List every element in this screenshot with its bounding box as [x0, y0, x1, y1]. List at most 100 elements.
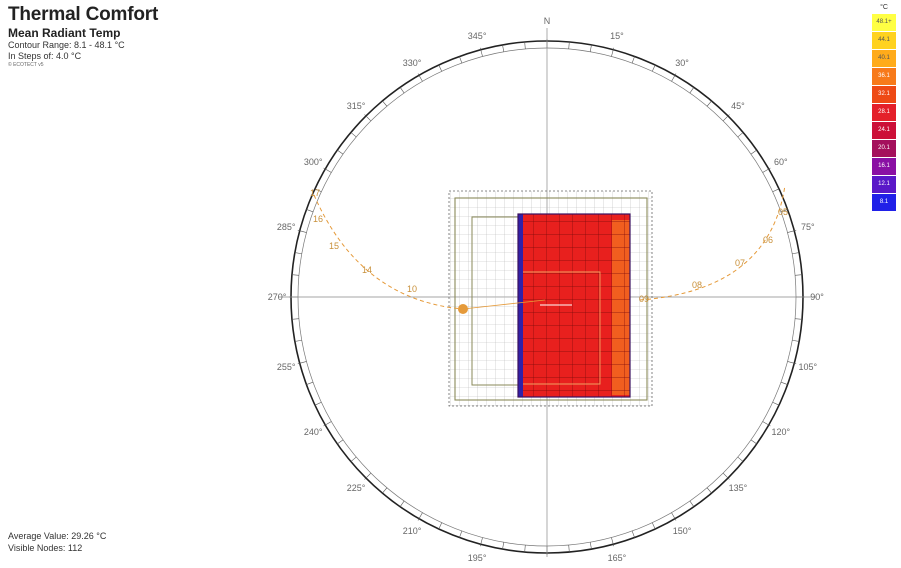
sun-hour-label: 17 — [310, 188, 320, 198]
compass-tick — [417, 512, 423, 521]
compass-degree-label: 285° — [277, 222, 296, 232]
compass-degree-label: 105° — [798, 362, 817, 372]
compass-degree-label: 195° — [468, 553, 487, 563]
legend-swatch: 32.1 — [872, 86, 896, 103]
compass-tick — [611, 47, 615, 57]
compass-tick — [722, 472, 730, 480]
sun-marker — [458, 304, 468, 314]
compass-tick — [671, 512, 677, 521]
compass-tick — [772, 401, 780, 406]
compass-tick — [787, 361, 797, 365]
compass-tick — [750, 439, 757, 445]
color-legend: °C 48.1+ 44.1 40.1 36.1 32.1 28.1 24.1 20.1 16.1… — [872, 2, 896, 212]
compass-tick — [502, 44, 505, 52]
legend-swatch: 16.1 — [872, 158, 896, 175]
compass-tick — [524, 41, 526, 49]
legend-swatch: 20.1 — [872, 140, 896, 157]
sun-hour-label: 14 — [362, 265, 372, 275]
visible-nodes-text: Visible Nodes: 112 — [8, 543, 83, 553]
compass-tick — [792, 252, 800, 255]
compass-tick — [589, 542, 592, 550]
compass-tick — [382, 487, 388, 494]
steps-text: In Steps of: 4.0 °C — [8, 51, 82, 61]
compass-degree-label: 165° — [608, 553, 627, 563]
compass-tick — [364, 114, 372, 122]
compass-degree-label: 135° — [729, 483, 748, 493]
compass-tick — [568, 545, 570, 553]
compass-tick — [337, 149, 344, 155]
compass-tick — [350, 132, 357, 138]
footer: Average Value: 29.26 °C Visible Nodes: 1… — [8, 530, 106, 554]
compass-degree-label: 210° — [403, 526, 422, 536]
legend-swatch: 44.1 — [872, 32, 896, 49]
compass: N 15° 30° 45° 60° 75° 90° 105° 120° 135° 150° 165° 1… — [268, 16, 825, 563]
compass-degree-label: 240° — [304, 427, 323, 437]
legend-swatch: 12.1 — [872, 176, 896, 193]
compass-degree-label: 45° — [731, 101, 745, 111]
contour-range-text: Contour Range: 8.1 - 48.1 °C — [8, 40, 125, 50]
sun-hour-label: 06 — [763, 235, 773, 245]
sun-hour-label: 07 — [735, 258, 745, 268]
page-subtitle: Mean Radiant Temp — [8, 26, 121, 40]
compass-tick — [722, 114, 730, 122]
compass-tick — [438, 522, 443, 530]
compass-tick — [314, 401, 322, 406]
compass-tick — [631, 530, 635, 538]
legend-swatch: 48.1+ — [872, 14, 896, 31]
compass-tick — [631, 56, 635, 64]
compass-tick — [350, 456, 357, 462]
compass-tick — [438, 64, 443, 72]
sun-path-west-arc — [313, 194, 464, 310]
compass-degree-label: 315° — [347, 101, 366, 111]
legend-unit: °C — [880, 4, 888, 11]
compass-degree-label: 150° — [673, 526, 692, 536]
sun-hour-label: 08 — [692, 280, 702, 290]
compass-degree-label: 90° — [810, 292, 824, 302]
compass-tick — [737, 132, 744, 138]
compass-tick — [306, 209, 314, 213]
compass-tick — [417, 73, 423, 82]
compass-tick — [795, 274, 803, 276]
sun-path-east-arc — [639, 184, 786, 301]
legend-swatch: 36.1 — [872, 68, 896, 85]
compass-degree-label: 300° — [304, 157, 323, 167]
compass-tick — [568, 41, 570, 49]
compass-tick — [502, 542, 505, 550]
compass-degree-label: 75° — [801, 222, 815, 232]
compass-tick — [399, 87, 405, 94]
sun-hour-label: 16 — [313, 214, 323, 224]
legend-swatch: 28.1 — [872, 104, 896, 121]
compass-tick — [291, 274, 299, 276]
compass-tick — [689, 87, 695, 94]
compass-tick — [306, 381, 314, 385]
legend-swatch: 40.1 — [872, 50, 896, 67]
compass-tick — [314, 188, 322, 193]
sun-path-diagram: N 15° 30° 45° 60° 75° 90° 105° 120° 135° 150° 165° 1… — [268, 16, 825, 563]
compass-tick — [689, 500, 695, 507]
north-label: N — [544, 16, 551, 26]
compass-tick — [706, 100, 712, 107]
room-partition — [523, 271, 601, 385]
average-value-text: Average Value: 29.26 °C — [8, 531, 107, 541]
heat-zone-border — [517, 213, 631, 398]
compass-tick — [671, 73, 677, 82]
compass-tick — [364, 472, 372, 480]
legend-items: 48.1+ 44.1 40.1 36.1 32.1 28.1 24.1 20.1 16.1 12.… — [872, 14, 896, 211]
compass-tick — [651, 64, 656, 72]
compass-degree-label: 330° — [403, 58, 422, 68]
compass-tick — [459, 56, 463, 64]
compass-tick — [772, 188, 780, 193]
compass-degree-label: 120° — [772, 427, 791, 437]
compass-tick — [706, 487, 712, 494]
compass-degree-label: 225° — [347, 483, 366, 493]
compass-tick — [297, 229, 307, 233]
sun-hour-label: 15 — [329, 241, 339, 251]
compass-tick — [294, 252, 302, 255]
compass-tick — [291, 318, 299, 320]
compass-tick — [792, 339, 800, 342]
compass-tick — [399, 500, 405, 507]
compass-tick — [297, 361, 307, 365]
compass-tick — [750, 149, 757, 155]
sun-hour-label: 05 — [778, 207, 788, 217]
credit-text: © ECOTECT v5 — [8, 62, 44, 68]
